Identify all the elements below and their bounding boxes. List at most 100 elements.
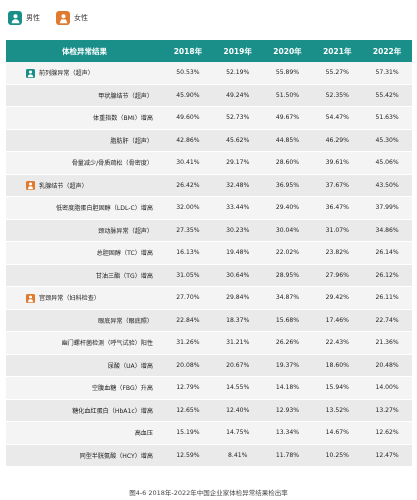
row-label: 前列腺异常（超声） [6, 62, 163, 85]
row-label-text: 眼底异常（眼底照） [98, 317, 153, 325]
row-label: 乳腺结节（超声） [6, 174, 163, 197]
value-cell: 19.48% [212, 241, 263, 265]
results-table: 体检异常结果 2018年 2019年 2020年 2021年 2022年 前列腺… [6, 40, 412, 467]
table-row: 幽门螺杆菌检测（呼气试验）阳性 31.26% 31.21% 26.26% 22.43% 2… [6, 331, 412, 355]
value-cell: 20.48% [362, 354, 412, 377]
row-label-text: 脂肪肝（超声） [110, 137, 153, 145]
legend-female-label: 女性 [74, 14, 88, 22]
value-cell: 55.27% [312, 62, 363, 85]
value-cell: 30.41% [163, 151, 213, 175]
value-cell: 31.26% [163, 331, 213, 355]
value-cell: 22.43% [312, 331, 363, 355]
value-cell: 39.61% [312, 151, 363, 175]
row-label-text: 幽门螺杆菌检测（呼气试验）阳性 [61, 340, 153, 348]
value-cell: 16.13% [163, 241, 213, 265]
value-cell: 14.55% [212, 376, 263, 400]
value-cell: 49.60% [163, 106, 213, 130]
value-cell: 15.68% [262, 309, 313, 332]
value-cell: 49.67% [262, 106, 313, 130]
value-cell: 55.42% [362, 84, 412, 107]
value-cell: 37.67% [312, 174, 363, 197]
male-icon [26, 68, 35, 78]
value-cell: 52.19% [212, 62, 263, 85]
row-label: 眼底异常（眼底照） [6, 309, 163, 332]
row-label: 宫颈异常（妇科检查） [6, 286, 163, 310]
female-icon [56, 11, 70, 25]
value-cell: 22.84% [163, 309, 213, 332]
table-row: 骨量减少/骨质疏松（骨密度） 30.41% 29.17% 28.60% 39.61% 45… [6, 151, 412, 175]
row-label: 空腹血糖（FBG）升高 [6, 376, 163, 400]
value-cell: 29.42% [312, 286, 363, 310]
header-2021: 2021年 [312, 40, 363, 62]
value-cell: 26.12% [362, 264, 412, 287]
value-cell: 12.65% [163, 399, 213, 422]
value-cell: 12.93% [262, 399, 313, 422]
table-row: 总胆固醇（TC）增高 16.13% 19.48% 22.02% 23.82% 26.14% [6, 241, 412, 265]
value-cell: 37.99% [362, 196, 412, 220]
value-cell: 12.40% [212, 399, 263, 422]
value-cell: 14.75% [212, 421, 263, 445]
header-2020: 2020年 [262, 40, 313, 62]
value-cell: 20.67% [212, 354, 263, 377]
value-cell: 22.02% [262, 241, 313, 265]
row-label-text: 高血压 [134, 430, 153, 438]
value-cell: 46.29% [312, 129, 363, 152]
value-cell: 34.86% [362, 219, 412, 242]
value-cell: 52.35% [312, 84, 363, 107]
value-cell: 11.78% [262, 444, 313, 467]
value-cell: 36.47% [312, 196, 363, 220]
header-2022: 2022年 [362, 40, 412, 62]
value-cell: 26.11% [362, 286, 412, 310]
table-header-row: 体检异常结果 2018年 2019年 2020年 2021年 2022年 [6, 40, 412, 62]
value-cell: 28.95% [262, 264, 313, 287]
value-cell: 50.53% [163, 62, 213, 85]
table-row: 宫颈异常（妇科检查） 27.70% 29.84% 34.87% 29.42% 26.11% [6, 286, 412, 310]
row-label: 高血压 [6, 421, 163, 445]
value-cell: 45.30% [362, 129, 412, 152]
value-cell: 27.96% [312, 264, 363, 287]
value-cell: 30.23% [212, 219, 263, 242]
row-label: 颈动脉异常（超声） [6, 219, 163, 242]
value-cell: 23.82% [312, 241, 363, 265]
value-cell: 32.48% [212, 174, 263, 197]
value-cell: 26.42% [163, 174, 213, 197]
value-cell: 8.41% [212, 444, 263, 467]
row-label-text: 甘油三酯（TG）增高 [95, 272, 153, 280]
value-cell: 17.46% [312, 309, 363, 332]
table-row: 甘油三酯（TG）增高 31.05% 30.64% 28.95% 27.96% 26.12% [6, 264, 412, 287]
header-name: 体检异常结果 [6, 40, 163, 62]
value-cell: 18.37% [212, 309, 263, 332]
value-cell: 52.73% [212, 106, 263, 130]
table-row: 甲状腺结节（超声） 45.90% 49.24% 51.50% 52.35% 55.42% [6, 84, 412, 107]
value-cell: 30.64% [212, 264, 263, 287]
value-cell: 33.44% [212, 196, 263, 220]
row-label: 脂肪肝（超声） [6, 129, 163, 152]
row-label: 同型半胱氨酸（HCY）增高 [6, 444, 163, 467]
row-label-text: 尿酸（UA）增高 [107, 362, 153, 370]
value-cell: 54.47% [312, 106, 363, 130]
value-cell: 12.62% [362, 421, 412, 445]
value-cell: 14.18% [262, 376, 313, 400]
value-cell: 32.00% [163, 196, 213, 220]
value-cell: 31.21% [212, 331, 263, 355]
value-cell: 29.40% [262, 196, 313, 220]
value-cell: 12.59% [163, 444, 213, 467]
row-label: 骨量减少/骨质疏松（骨密度） [6, 151, 163, 175]
row-label: 甘油三酯（TG）增高 [6, 264, 163, 287]
value-cell: 10.25% [312, 444, 363, 467]
value-cell: 27.35% [163, 219, 213, 242]
value-cell: 13.27% [362, 399, 412, 422]
table-row: 高血压 15.19% 14.75% 13.34% 14.67% 12.62% [6, 421, 412, 445]
value-cell: 31.05% [163, 264, 213, 287]
table-row: 体重指数（BMI）增高 49.60% 52.73% 49.67% 54.47% 51.63… [6, 106, 412, 130]
row-label-text: 低密度脂蛋白胆固醇（LDL-C）增高 [55, 205, 153, 213]
row-label-text: 前列腺异常（超声） [39, 70, 94, 77]
male-icon [8, 11, 22, 25]
row-label: 总胆固醇（TC）增高 [6, 241, 163, 265]
value-cell: 12.47% [362, 444, 412, 467]
value-cell: 43.50% [362, 174, 412, 197]
table-row: 眼底异常（眼底照） 22.84% 18.37% 15.68% 17.46% 22.74% [6, 309, 412, 332]
value-cell: 13.34% [262, 421, 313, 445]
value-cell: 14.00% [362, 376, 412, 400]
row-label: 幽门螺杆菌检测（呼气试验）阳性 [6, 331, 163, 355]
